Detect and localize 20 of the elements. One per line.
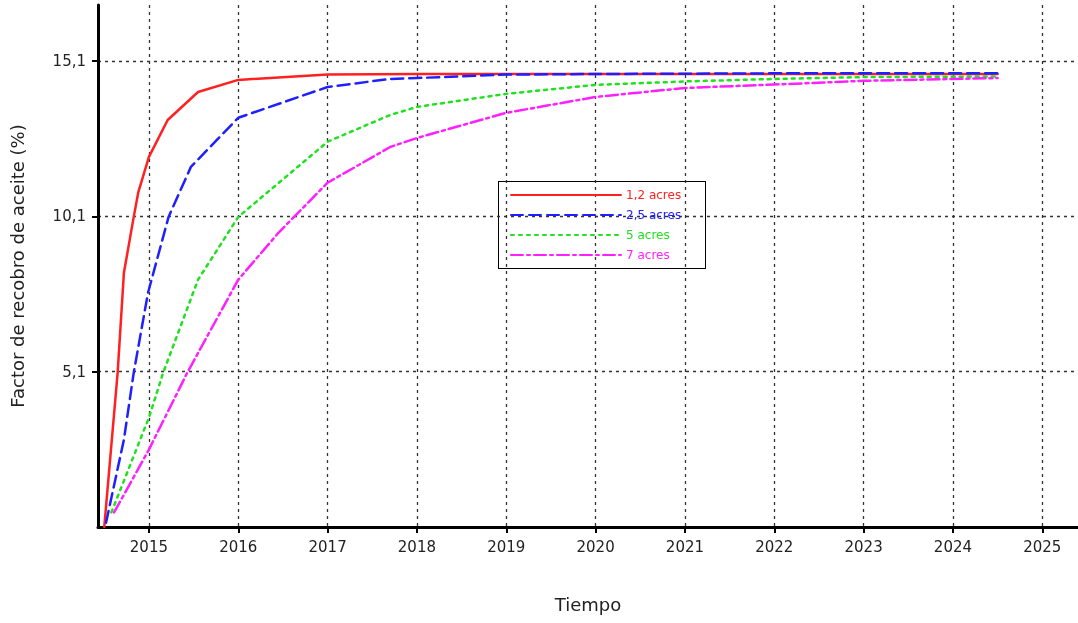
text: 2,5 acres: [626, 208, 682, 222]
x-tick-label: 2020: [576, 537, 615, 556]
y-tick-label: 5,1: [62, 362, 86, 381]
x-axis-title: Tiempo: [553, 593, 622, 615]
x-tick-label: 2018: [397, 537, 437, 556]
x-tick-label: 2017: [308, 537, 347, 556]
y-axis-title: Factor de recobro de aceite (%): [6, 124, 28, 408]
x-tick-label: 2025: [1023, 537, 1062, 556]
y-tick-label: 15,1: [52, 51, 86, 70]
text: 7 acres: [626, 248, 670, 262]
x-tick-label: 2016: [219, 537, 258, 556]
text: 5 acres: [626, 228, 670, 242]
text: 1,2 acres: [626, 188, 682, 202]
x-tick-label: 2015: [129, 537, 169, 556]
x-tick-label: 2021: [665, 537, 705, 556]
x-tick-label: 2019: [487, 537, 526, 556]
x-tick-label: 2023: [844, 537, 883, 556]
y-tick-label: 10,1: [52, 207, 86, 226]
x-tick-label: 2022: [755, 537, 794, 556]
x-tick-label: 2024: [933, 537, 973, 556]
